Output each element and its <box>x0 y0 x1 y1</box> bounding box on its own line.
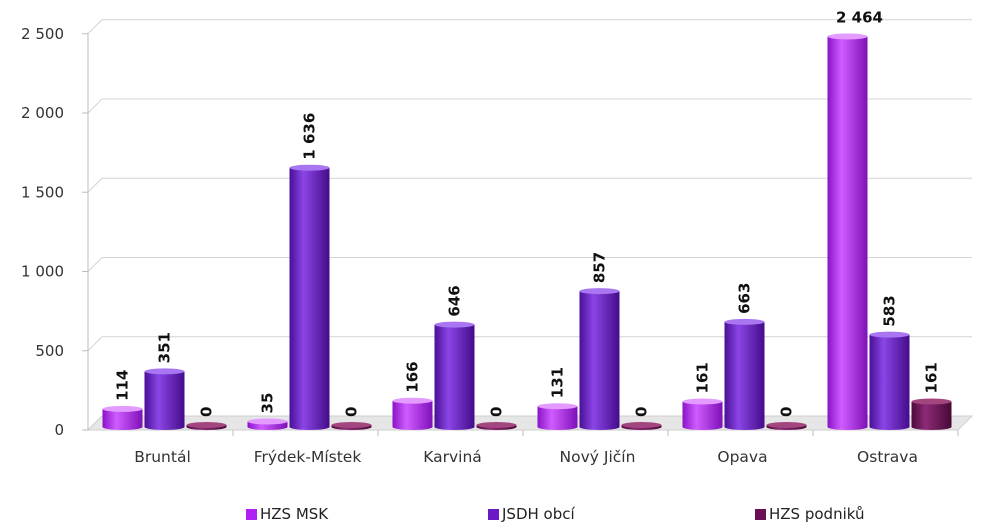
x-tick-label: Karviná <box>423 448 482 466</box>
bar-top <box>144 368 185 375</box>
bar-top <box>289 164 330 171</box>
bar-top <box>766 422 807 428</box>
bar <box>911 401 952 431</box>
data-label: 351 <box>156 332 174 363</box>
data-label: 131 <box>549 367 567 398</box>
data-label: 646 <box>446 285 464 316</box>
data-label: 0 <box>343 407 361 417</box>
legend-swatch <box>488 508 499 520</box>
bar-top <box>869 331 910 338</box>
bar <box>144 371 185 431</box>
bar-top <box>682 398 723 405</box>
x-tick-label: Nový Jičín <box>560 448 636 466</box>
data-label: 2 464 <box>836 8 883 26</box>
bar-chart: 0 500 1 000 1 500 2 000 2 500 114 351 0 35 1 636 0… <box>21 8 974 466</box>
legend-item-hzs-msk: HZS MSK <box>246 505 328 523</box>
bar-top <box>476 422 517 428</box>
y-tick-label: 2 000 <box>21 104 64 122</box>
bar-top <box>537 403 578 410</box>
bar <box>682 401 723 431</box>
bar-top <box>621 422 662 428</box>
data-label: 161 <box>694 362 712 393</box>
legend: HZS MSK JSDH obcí HZS podniků <box>0 505 982 524</box>
bar <box>869 334 910 431</box>
data-label: 114 <box>114 370 132 401</box>
bar-top <box>911 398 952 405</box>
bar-top <box>331 422 372 428</box>
x-tick-label: Bruntál <box>134 448 191 466</box>
bar-top <box>392 397 433 404</box>
data-label: 0 <box>198 407 216 417</box>
y-tick-label: 0 <box>54 421 64 439</box>
gridline-connector <box>87 257 103 272</box>
legend-label: HZS podniků <box>769 505 865 523</box>
bar-top <box>247 418 288 425</box>
legend-item-hzs-podniku: HZS podniků <box>755 505 864 523</box>
legend-label: HZS MSK <box>260 505 329 523</box>
bars <box>102 33 952 431</box>
x-tick-label: Frýdek-Místek <box>254 448 362 466</box>
bar <box>579 291 620 431</box>
y-tick-label: 1 000 <box>21 263 64 281</box>
bar <box>827 36 868 431</box>
gridline-connector <box>87 19 103 35</box>
data-label: 166 <box>404 361 422 392</box>
bar <box>392 400 433 431</box>
data-label: 857 <box>591 252 609 283</box>
bar <box>102 408 143 431</box>
x-tick-label: Opava <box>717 448 767 466</box>
y-tick-label: 500 <box>35 342 64 360</box>
data-label: 0 <box>778 407 796 417</box>
data-label: 0 <box>633 407 651 417</box>
y-axis: 0 500 1 000 1 500 2 000 2 500 <box>21 25 89 439</box>
bar-top <box>102 405 143 412</box>
data-labels: 114 351 0 35 1 636 0 166 646 0 131 857 0 161 663 0 2 46… <box>114 8 941 417</box>
x-axis: Bruntál Frýdek-Místek Karviná Nový Jičín Opa… <box>134 430 959 466</box>
y-tick-label: 2 500 <box>21 25 64 43</box>
gridlines <box>87 19 972 431</box>
legend-swatch <box>755 508 766 520</box>
data-label: 1 636 <box>301 113 319 160</box>
data-label: 663 <box>736 283 754 314</box>
bar-top <box>434 321 475 328</box>
data-label: 0 <box>488 407 506 417</box>
bar-top <box>579 288 620 295</box>
bar <box>724 321 765 431</box>
legend-swatch <box>246 508 257 520</box>
bar <box>434 324 475 431</box>
y-tick-label: 1 500 <box>21 183 64 201</box>
bar-top <box>186 422 227 428</box>
legend-item-jsdh-obci: JSDH obcí <box>488 505 575 523</box>
bar-top <box>827 33 868 40</box>
bar-top <box>724 318 765 325</box>
data-label: 161 <box>923 362 941 393</box>
data-label: 583 <box>881 295 899 326</box>
gridline-connector <box>87 98 103 114</box>
gridline-connector <box>87 336 103 352</box>
legend-label: JSDH obcí <box>502 505 575 523</box>
data-label: 35 <box>259 393 277 414</box>
gridline-connector <box>87 177 103 193</box>
bar <box>289 167 330 431</box>
bar <box>537 406 578 431</box>
x-tick-label: Ostrava <box>857 448 918 466</box>
